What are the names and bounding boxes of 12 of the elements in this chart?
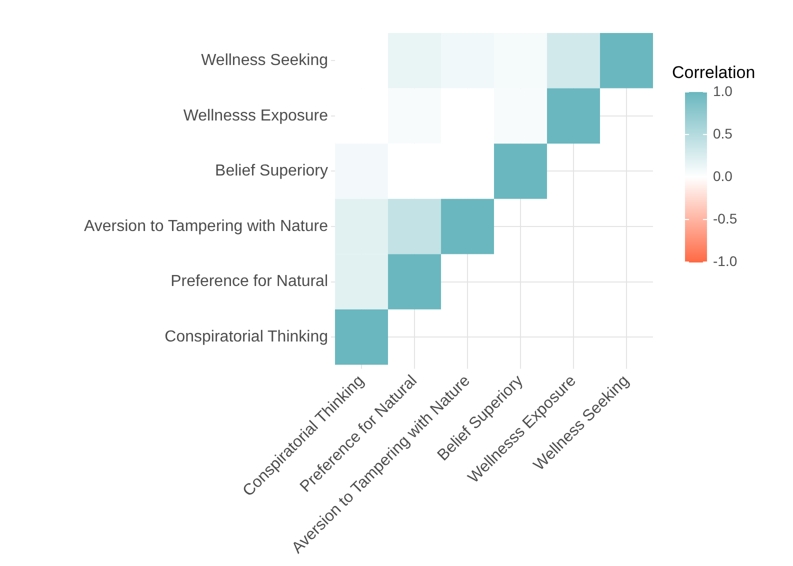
color-bar-title: Correlation — [672, 63, 756, 82]
y-tick-label: Wellness Seeking — [201, 52, 328, 70]
y-tick-label: Belief Superiory — [215, 162, 328, 180]
y-tick-label: Conspiratorial Thinking — [164, 328, 328, 346]
color-bar-label: 0.0 — [713, 168, 733, 184]
color-bar-label: 1.0 — [713, 82, 733, 99]
color-bar-label: -1.0 — [713, 252, 738, 269]
color-bar-label: 0.5 — [713, 125, 733, 142]
y-tick-label: Preference for Natural — [170, 273, 328, 290]
color-bar-label: -0.5 — [713, 210, 738, 226]
y-tick-label: Wellnesss Exposure — [183, 107, 328, 124]
y-tick-label: Aversion to Tampering with Nature — [84, 218, 328, 235]
